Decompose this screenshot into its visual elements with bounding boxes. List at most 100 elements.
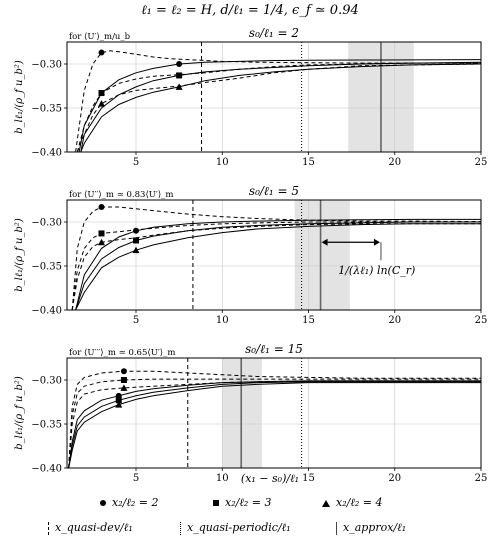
y-tick-label: −0.30 (31, 218, 62, 229)
series-line-triangle-solid (80, 63, 481, 152)
y-axis-label: b_lℓ₁/(ρ_f u_b²) (14, 376, 25, 450)
panel-title: s₀/ℓ₁ = 15 (245, 342, 303, 356)
series-line-triangle-dashed (68, 380, 481, 468)
triangle-marker (132, 246, 140, 254)
series-group (75, 50, 481, 152)
legend-label: x₂/ℓ₂ = 2 (112, 496, 159, 509)
triangle-marker-icon (322, 499, 330, 507)
legend-item-square: x₂/ℓ₂ = 3 (213, 496, 272, 509)
y-tick-label: −0.30 (31, 60, 62, 71)
series-group (68, 370, 481, 468)
x-tick-label: 25 (475, 473, 488, 484)
annotation-arrowhead-left (321, 238, 328, 246)
axes-frame (66, 41, 482, 153)
panel-1: 5 10 15 20 25 −0.40 −0.35 −0.30 s₀/ℓ₁ = 2 for ⟨U′… (14, 26, 487, 168)
y-tick-label: −0.40 (31, 306, 62, 317)
x-tick-label: 10 (216, 473, 229, 484)
panel-corner-label: for ⟨U′′⟩_m ≃ 0.83⟨U′⟩_m (69, 190, 173, 200)
triangle-marker (98, 238, 105, 246)
series-line-circle-dashed (75, 50, 481, 152)
x-axis-label: (x₁ − s₀)/ℓ₁ (241, 472, 299, 485)
square-marker (176, 72, 183, 79)
series-group (71, 206, 481, 310)
series-line-circle-solid (75, 218, 481, 310)
square-marker (98, 90, 105, 97)
circle-marker (98, 49, 105, 56)
legend-label: x_approx/ℓ₁ (343, 521, 407, 534)
x-tick-label: 15 (302, 315, 315, 326)
square-marker-icon (213, 500, 219, 506)
series-line-circle-dashed (68, 370, 481, 468)
square-marker (115, 397, 122, 404)
approx-band (294, 200, 350, 310)
x-tick-label: 5 (133, 473, 139, 484)
axes-frame (66, 199, 482, 311)
circle-marker (133, 227, 139, 234)
solid-line-icon (336, 521, 337, 535)
triangle-marker (120, 384, 128, 391)
legend-item-quasi-periodic: x_quasi-periodic/ℓ₁ (180, 521, 291, 535)
triangle-marker (175, 83, 183, 90)
circle-marker (98, 204, 105, 211)
square-marker (98, 230, 105, 237)
x-tick-label: 5 (133, 157, 139, 168)
x-tick-label: 25 (475, 157, 488, 168)
series-line-circle-solid (68, 380, 481, 468)
circle-marker (120, 368, 127, 375)
panel-3: 5 10 15 20 25 −0.40 −0.35 −0.30 s₀/ℓ₁ = 15 for ⟨U… (14, 342, 487, 484)
panel-2: 5 10 15 20 25 −0.40 −0.35 −0.30 s₀/ℓ₁ = 5 for ⟨U′… (14, 184, 487, 326)
y-tick-label: −0.40 (31, 464, 62, 475)
y-tick-label: −0.35 (31, 262, 62, 273)
series-line-circle-solid (78, 59, 481, 152)
x-tick-label: 25 (475, 315, 488, 326)
annotation-label: 1/(λℓ₁) ln(C_r) (338, 264, 415, 277)
x-tick-label: 20 (388, 157, 401, 168)
x-tick-label: 15 (302, 473, 315, 484)
approx-band (222, 358, 262, 468)
panel-title: s₀/ℓ₁ = 2 (249, 26, 299, 40)
legend-item-circle: x₂/ℓ₂ = 2 (100, 496, 159, 509)
circle-marker (176, 61, 183, 67)
series-line-triangle-solid (75, 223, 481, 310)
series-line-triangle-dashed (71, 223, 481, 310)
x-tick-label: 20 (388, 473, 401, 484)
y-tick-label: −0.30 (31, 376, 62, 387)
series-line-square-solid (80, 61, 481, 152)
panel-corner-label: for ⟨U′′′⟩_m ≃ 0.65⟨U′⟩_m (69, 348, 175, 358)
triangle-marker (115, 401, 123, 408)
figure-title: ℓ₁ = ℓ₂ = H, d/ℓ₁ = 1/4, ϵ_f ≃ 0.94 (141, 3, 359, 18)
legend-label: x_quasi-periodic/ℓ₁ (187, 521, 291, 534)
annotation-arrowhead-right (373, 238, 380, 246)
x-tick-label: 10 (216, 157, 229, 168)
y-tick-label: −0.35 (31, 420, 62, 431)
legend-label: x₂/ℓ₂ = 3 (225, 496, 272, 509)
circle-marker-icon (100, 500, 106, 506)
y-axis-label: b_lℓ₁/(ρ_f u_b²) (14, 60, 25, 134)
y-axis-label: b_lℓ₁/(ρ_f u_b²) (14, 218, 25, 292)
panel-corner-label: for ⟨U′⟩_m/u_b (69, 32, 131, 42)
legend-item-triangle: x₂/ℓ₂ = 4 (322, 496, 383, 509)
series-line-square-dashed (68, 378, 481, 468)
dashed-line-icon (48, 521, 49, 535)
axes-frame (66, 357, 482, 469)
panel-title: s₀/ℓ₁ = 5 (249, 184, 299, 198)
series-line-square-dashed (76, 62, 481, 152)
x-tick-label: 20 (388, 315, 401, 326)
y-tick-label: −0.40 (31, 148, 62, 159)
legend-label: x₂/ℓ₂ = 4 (336, 496, 383, 509)
square-marker (133, 237, 139, 244)
triangle-marker (98, 100, 105, 107)
x-tick-label: 5 (133, 315, 139, 326)
legend-item-quasi-dev: x_quasi-dev/ℓ₁ (48, 521, 133, 535)
x-tick-label: 10 (216, 315, 229, 326)
y-tick-label: −0.35 (31, 104, 62, 115)
series-line-circle-dashed (71, 206, 481, 310)
legend-item-approx: x_approx/ℓ₁ (336, 521, 406, 535)
series-line-square-solid (68, 381, 481, 468)
x-tick-label: 15 (302, 157, 315, 168)
square-marker (120, 377, 127, 383)
series-line-triangle-solid (68, 382, 481, 468)
legend-label: x_quasi-dev/ℓ₁ (55, 521, 133, 534)
dotted-line-icon (180, 521, 181, 535)
